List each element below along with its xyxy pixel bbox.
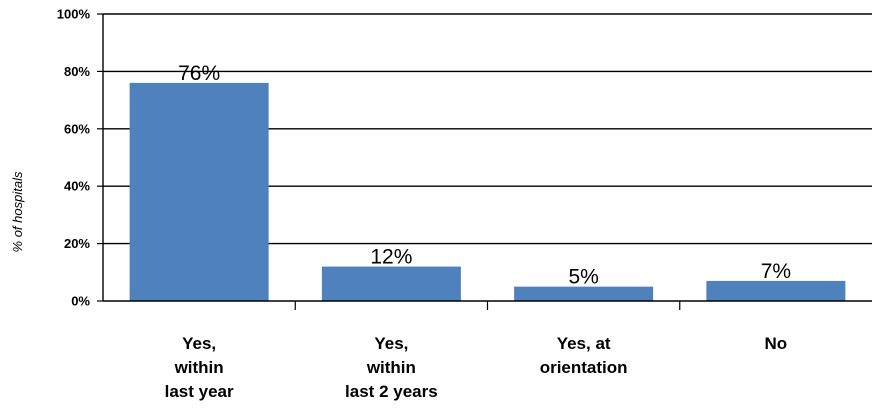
category-label-line: within	[174, 358, 224, 377]
bar	[129, 82, 269, 301]
category-label-line: Yes,	[182, 334, 216, 353]
category-label-line: No	[765, 334, 788, 353]
category-label-line: orientation	[540, 358, 628, 377]
y-axis-ticks: 0% 20% 40% 60% 80% 100%	[57, 7, 103, 309]
data-label: 12%	[370, 246, 412, 269]
y-tick-label: 0%	[71, 294, 90, 309]
category-label: Yes, at orientation	[540, 334, 628, 377]
y-tick-label: 20%	[64, 236, 90, 251]
data-label: 76%	[178, 62, 220, 85]
bar	[706, 280, 846, 301]
data-labels: 76% 12% 5% 7%	[178, 62, 791, 289]
y-tick-label: 100%	[57, 7, 91, 22]
y-tick-label: 80%	[64, 64, 90, 79]
data-label: 7%	[761, 260, 791, 283]
bars	[129, 82, 846, 301]
y-tick-label: 60%	[64, 121, 90, 136]
y-axis-title: % of hospitals	[10, 171, 25, 252]
category-labels: Yes, within last year Yes, within last 2 year…	[165, 334, 788, 401]
category-label-line: within	[366, 358, 416, 377]
data-label: 5%	[568, 266, 598, 289]
category-label-line: Yes, at	[557, 334, 611, 353]
axes	[102, 14, 872, 310]
category-label: Yes, within last 2 years	[345, 334, 438, 401]
category-label: Yes, within last year	[165, 334, 234, 401]
category-label-line: last year	[165, 382, 234, 401]
category-label-line: Yes,	[374, 334, 408, 353]
y-tick-label: 40%	[64, 179, 90, 194]
bar	[514, 286, 654, 301]
category-label: No	[765, 334, 788, 353]
bar	[321, 266, 461, 301]
category-label-line: last 2 years	[345, 382, 438, 401]
